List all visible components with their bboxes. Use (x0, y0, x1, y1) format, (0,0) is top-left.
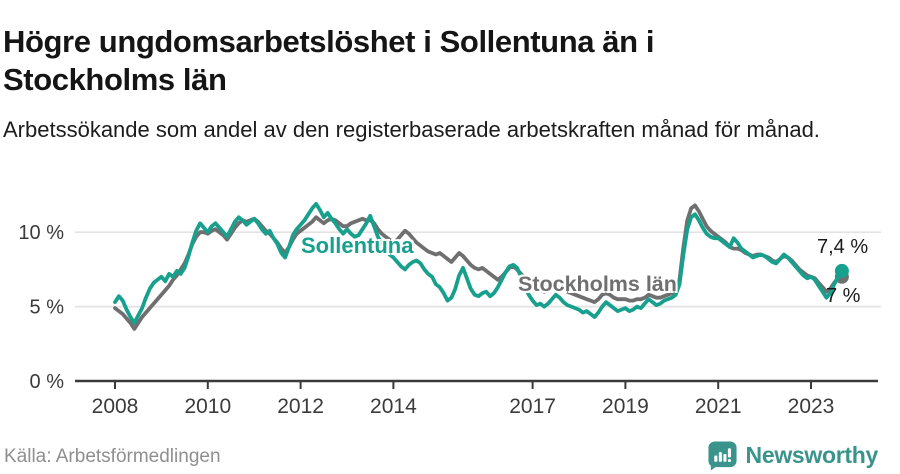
y-axis-tick-label: 0 % (30, 371, 65, 393)
y-axis-tick-label: 5 % (30, 297, 65, 319)
series-label-stockholms-lan: Stockholms län (518, 272, 677, 296)
source-note: Källa: Arbetsförmedlingen (4, 446, 221, 467)
x-axis-tick-label: 2023 (788, 395, 835, 418)
series-label-sollentuna: Sollentuna (301, 233, 414, 258)
end-value-stockholms-lan: 7 % (826, 285, 861, 307)
x-axis-tick-label: 2021 (695, 395, 742, 418)
x-axis-tick-label: 2010 (184, 395, 231, 418)
end-value-sollentuna: 7,4 % (817, 236, 869, 258)
x-axis-tick-label: 2012 (277, 395, 324, 418)
series-line-sollentuna (113, 201, 844, 325)
series-end-dot-sollentuna (834, 263, 849, 278)
newsworthy-wordmark: Newsworthy (745, 442, 879, 468)
x-axis-tick-label: 2008 (92, 395, 139, 418)
chart-subtitle: Arbetssökande som andel av den registerb… (3, 117, 820, 142)
page-title: Högre ungdomsarbetslöshet i Sollentuna ä… (3, 23, 655, 97)
x-axis-tick-label: 2014 (370, 395, 417, 418)
newsworthy-logo: Newsworthy (707, 440, 878, 471)
series-line-stockholms-lan (113, 203, 844, 331)
x-axis-tick-label: 2017 (509, 395, 556, 418)
newsworthy-bubble-chart-icon (707, 441, 737, 471)
y-axis-tick-label: 10 % (18, 222, 64, 244)
x-axis-tick-label: 2019 (602, 395, 649, 418)
